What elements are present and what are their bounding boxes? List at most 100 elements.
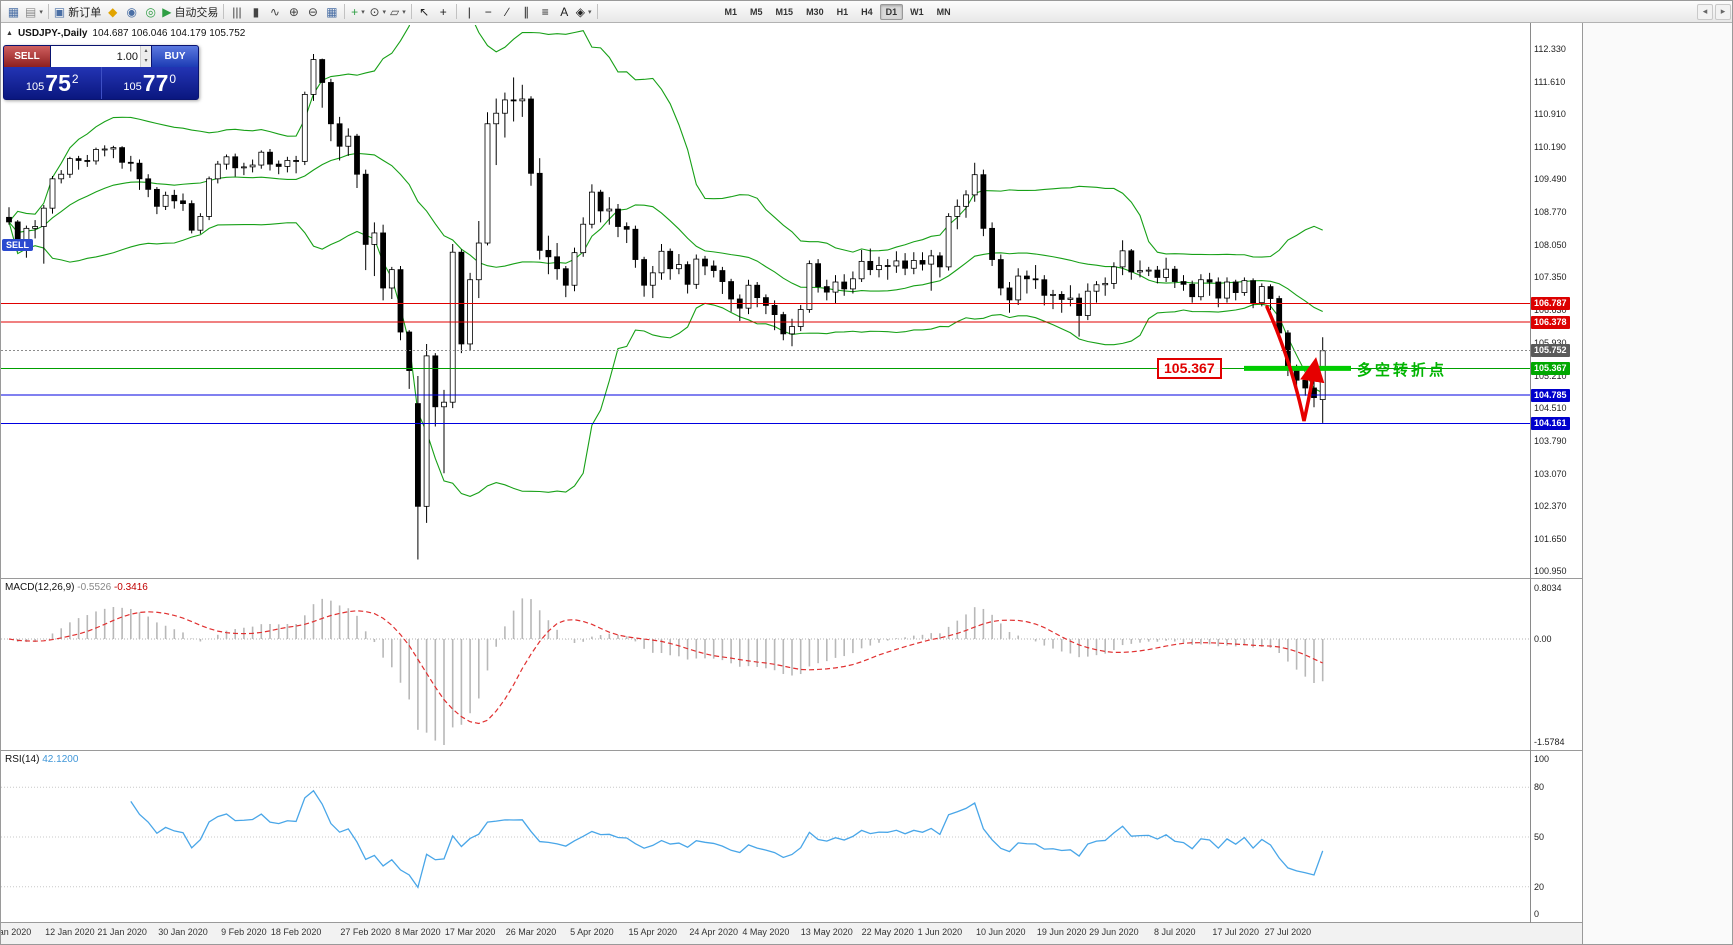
trendline-icon[interactable]: ∕ — [498, 3, 517, 21]
annotation-text[interactable]: 多空转折点 — [1357, 362, 1448, 379]
trend-arrow[interactable] — [1265, 305, 1325, 422]
volume-input[interactable] — [51, 46, 140, 67]
zoom-out-icon[interactable]: ⊖ — [303, 3, 322, 21]
dropdown-caret-icon: ▾ — [39, 8, 43, 16]
candle-body — [719, 270, 726, 282]
line-chart-icon-glyph: ∿ — [269, 4, 280, 19]
timeframe-h1[interactable]: H1 — [836, 6, 849, 17]
autotrading-button[interactable]: ▶ 自动交易 — [160, 3, 220, 21]
buy-button[interactable]: BUY — [152, 46, 198, 67]
periods-icon[interactable]: ⊙ ▾ — [367, 3, 388, 21]
timeframe-m15[interactable]: M15 — [775, 6, 794, 17]
text-icon[interactable]: A — [555, 3, 574, 21]
candle-body — [1058, 294, 1065, 300]
rsi-scale-label: 0 — [1534, 909, 1540, 919]
timeframe-m30[interactable]: M30 — [806, 6, 824, 17]
candle-body — [1032, 278, 1039, 281]
sell-price[interactable]: 105 75 2 — [4, 67, 101, 99]
arrows-icon[interactable]: ◈ ▾ — [574, 3, 594, 21]
crosshair-icon[interactable]: + — [434, 3, 453, 21]
templates-icon[interactable]: ▱ ▾ — [388, 3, 408, 21]
time-axis[interactable] — [1, 923, 1582, 944]
timeframe-m1[interactable]: M1 — [724, 6, 738, 17]
candle-body — [980, 174, 987, 229]
buy-price-superscript: 0 — [169, 71, 177, 86]
sell-button[interactable]: SELL — [4, 46, 50, 67]
navigator-icon[interactable]: ◎ — [141, 3, 160, 21]
time-axis-label: 26 Mar 2020 — [505, 927, 557, 937]
candle-body — [475, 242, 482, 281]
channel-icon[interactable]: ∥ — [517, 3, 536, 21]
zoom-in-icon[interactable]: ⊕ — [284, 3, 303, 21]
market-watch-icon[interactable]: ◉ — [122, 3, 141, 21]
line-chart-icon[interactable]: ∿ — [265, 3, 284, 21]
rsi-indicator-label: RSI(14) 42.1200 — [5, 754, 78, 765]
candle-body — [1180, 281, 1187, 285]
candle-body — [432, 355, 439, 408]
candle-body — [728, 281, 734, 300]
toolbar-separator — [410, 4, 412, 19]
pane-splitter-rsi[interactable] — [1, 749, 1582, 753]
toolbar-scroll-left-icon[interactable]: ◂ — [1697, 3, 1713, 20]
candle-body — [789, 326, 795, 335]
timeframe-group: M1 M5 M15 M30 H1 H4 D1 W1 MN — [719, 3, 957, 20]
position-sell-tag[interactable]: SELL — [2, 239, 34, 251]
buy-price[interactable]: 105 77 0 — [102, 67, 199, 99]
timeframe-h4[interactable]: H4 — [861, 6, 873, 17]
cursor-icon[interactable]: ↖ — [415, 3, 434, 21]
templates-icon-glyph: ▱ — [390, 4, 400, 19]
candle-body — [780, 314, 787, 335]
time-axis-label: 1 Jan 2020 — [1, 927, 32, 937]
candle-body — [327, 82, 334, 125]
pane-splitter-macd[interactable] — [1, 577, 1582, 581]
candle-body — [58, 173, 65, 180]
price-axis-label: 107.350 — [1534, 272, 1567, 283]
volume-down-button[interactable]: ▾ — [141, 56, 151, 67]
candle-body — [423, 355, 430, 507]
buy-price-main: 77 — [142, 69, 169, 96]
timeframe-w1[interactable]: W1 — [910, 6, 924, 17]
timeframe-mn[interactable]: MN — [936, 6, 951, 17]
candle-body — [162, 194, 169, 207]
volume-up-button[interactable]: ▴ — [141, 46, 151, 57]
candle-body — [989, 227, 995, 260]
horizontal-line-icon[interactable]: − — [479, 3, 498, 21]
macd-signal-line — [8, 610, 1323, 725]
timeframe-d1[interactable]: D1 — [879, 3, 904, 20]
candle-body — [197, 216, 204, 231]
candle-body — [145, 178, 152, 190]
indicators-icon[interactable]: + ▾ — [348, 3, 367, 21]
price-axis-label: 109.490 — [1534, 174, 1567, 185]
candle-body — [310, 59, 317, 95]
rsi-scale-label: 20 — [1534, 881, 1545, 892]
candle-body — [1006, 287, 1013, 301]
candle-body — [40, 207, 47, 227]
new-order-button[interactable]: ▣ 新订单 — [52, 3, 103, 21]
new-chart-icon[interactable]: ▦ — [4, 3, 23, 21]
vertical-line-icon[interactable]: | — [460, 3, 479, 21]
bollinger-lower-band — [8, 221, 1323, 497]
candle-body — [484, 123, 491, 244]
candlestick-chart-icon[interactable]: ▮ — [246, 3, 265, 21]
sell-price-superscript: 2 — [71, 71, 79, 86]
timeframe-m5[interactable]: M5 — [750, 6, 763, 17]
time-axis-label: 4 May 2020 — [742, 927, 790, 937]
candle-body — [414, 403, 421, 507]
fibonacci-icon[interactable]: ≡ — [536, 3, 555, 21]
toolbar-scroll-right-icon[interactable]: ▸ — [1715, 3, 1731, 20]
price-tag: 105.367 — [1531, 361, 1570, 375]
tile-windows-icon[interactable]: ▦ — [322, 3, 341, 21]
time-axis-label: 22 May 2020 — [861, 927, 914, 937]
metaeditor-icon[interactable]: ◆ — [103, 3, 122, 21]
candle-body — [75, 158, 82, 161]
candle-body — [693, 258, 700, 285]
candle-body — [380, 232, 387, 289]
chart-profiles-icon[interactable]: ▤ ▾ — [23, 3, 45, 21]
price-axis[interactable] — [1530, 23, 1582, 944]
candle-body — [928, 255, 935, 265]
candle-body — [1319, 350, 1326, 400]
annotation-price-label[interactable]: 105.367 — [1157, 358, 1222, 379]
candle-body — [319, 59, 326, 83]
bar-chart-icon[interactable]: ||| — [227, 3, 246, 21]
